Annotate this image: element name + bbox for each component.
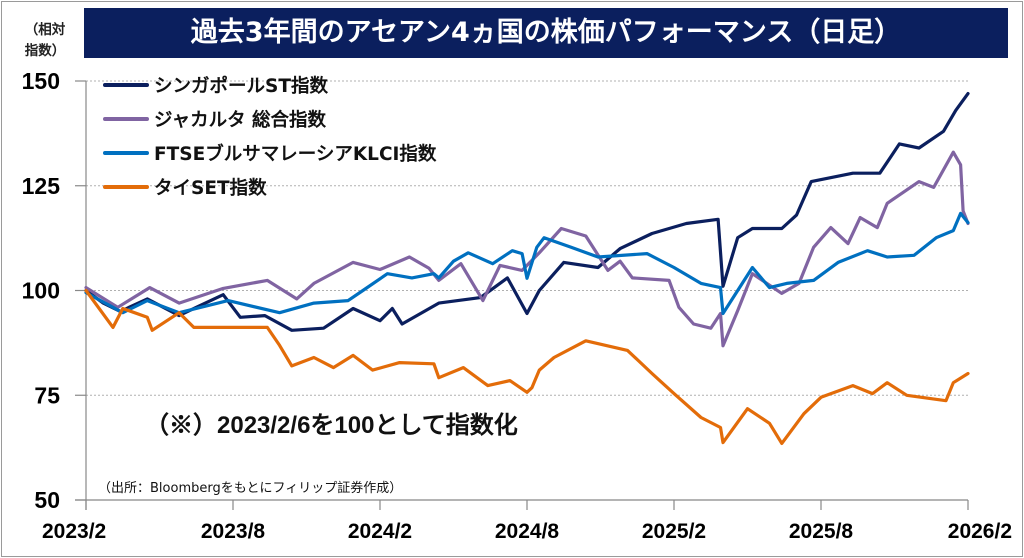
y-tick-label: 125 <box>22 173 61 199</box>
index-note: （※）2023/2/6を100として指数化 <box>145 412 518 439</box>
x-tick-label: 2024/2 <box>348 520 412 543</box>
y-axis-label: （相対 指数） <box>14 20 76 62</box>
source-note: （出所：Bloombergをもとにフィリップ証券作成） <box>98 481 403 496</box>
legend-swatch <box>103 151 149 155</box>
legend-item-singapore: シンガポールST指数 <box>103 68 436 102</box>
y-tick-label: 75 <box>34 382 60 408</box>
legend-item-jakarta: ジャカルタ 総合指数 <box>103 102 436 136</box>
series-line-3 <box>84 288 970 445</box>
y-tick-label: 50 <box>34 487 60 513</box>
legend-item-klci: FTSEブルサマレーシアKLCI指数 <box>103 136 436 170</box>
legend-swatch <box>103 185 149 189</box>
y-tick-label: 150 <box>22 68 60 94</box>
legend-item-thai: タイSET指数 <box>103 170 436 204</box>
x-tick-label: 2026/2 <box>948 520 1012 543</box>
legend-label: シンガポールST指数 <box>154 76 328 97</box>
y-axis-label-line: 指数） <box>24 43 66 59</box>
legend-label: タイSET指数 <box>154 178 267 199</box>
x-tick-label: 2023/2 <box>42 520 106 543</box>
y-axis-label-line: （相対 <box>24 22 66 38</box>
legend-label: FTSEブルサマレーシアKLCI指数 <box>154 144 437 165</box>
legend-swatch <box>103 83 149 87</box>
y-tick-label: 100 <box>22 278 60 304</box>
legend-swatch <box>103 117 149 121</box>
x-tick-label: 2024/8 <box>495 520 560 543</box>
x-tick-label: 2025/2 <box>642 520 706 543</box>
chart-title: 過去3年間のアセアン4ヵ国の株価パフォーマンス（日足） <box>84 8 1008 58</box>
x-tick-label: 2025/8 <box>789 520 854 543</box>
series-line-2 <box>84 211 970 316</box>
legend-label: ジャカルタ 総合指数 <box>154 110 327 131</box>
legend: シンガポールST指数 ジャカルタ 総合指数 FTSEブルサマレーシアKLCI指数… <box>103 68 436 204</box>
series-line-1 <box>84 150 970 348</box>
x-tick-label: 2023/8 <box>201 520 266 543</box>
